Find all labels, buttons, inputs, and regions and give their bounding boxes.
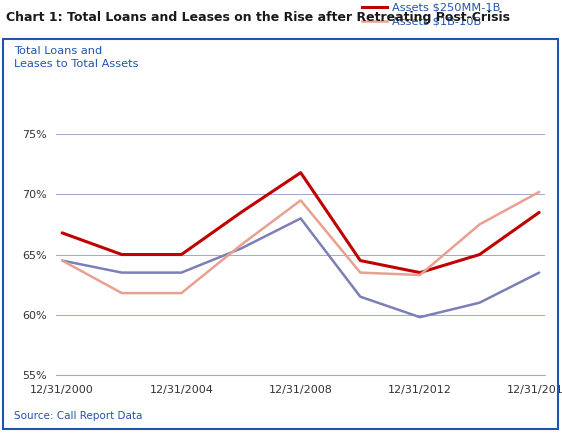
Assets $250MM-1B [416,270,423,275]
Legend: Assets Less than $250MM, Assets $250MM-1B, Assets $1B-10B: Assets Less than $250MM, Assets $250MM-1… [361,0,540,27]
Assets $1B-10B [416,272,423,278]
Assets $1B-10B [178,290,185,296]
Assets Less than $250MM [536,270,542,275]
Assets $1B-10B [59,258,66,263]
Assets Less than $250MM [178,270,185,275]
Assets Less than $250MM [238,246,244,251]
Text: Source: Call Report Data: Source: Call Report Data [14,411,142,421]
Assets $250MM-1B [536,210,542,215]
Assets $1B-10B [297,198,304,203]
Assets $250MM-1B [476,252,483,257]
Assets $250MM-1B [238,210,244,215]
Assets $250MM-1B [357,258,364,263]
Line: Assets $250MM-1B: Assets $250MM-1B [62,173,539,272]
Assets $1B-10B [119,290,125,296]
Assets $1B-10B [476,222,483,227]
Assets Less than $250MM [119,270,125,275]
Assets $250MM-1B [119,252,125,257]
Assets $250MM-1B [59,230,66,235]
Assets $1B-10B [238,242,244,248]
Assets Less than $250MM [416,314,423,320]
Assets Less than $250MM [59,258,66,263]
Assets Less than $250MM [297,216,304,221]
Line: Assets $1B-10B: Assets $1B-10B [62,192,539,293]
Text: Chart 1: Total Loans and Leases on the Rise after Retreating Post-Crisis: Chart 1: Total Loans and Leases on the R… [6,11,510,24]
Assets $250MM-1B [297,170,304,175]
Assets $250MM-1B [178,252,185,257]
Text: Total Loans and
Leases to Total Assets: Total Loans and Leases to Total Assets [14,46,139,69]
Assets Less than $250MM [357,294,364,299]
Assets Less than $250MM [476,300,483,305]
Assets $1B-10B [357,270,364,275]
Assets $1B-10B [536,189,542,194]
Line: Assets Less than $250MM: Assets Less than $250MM [62,218,539,317]
